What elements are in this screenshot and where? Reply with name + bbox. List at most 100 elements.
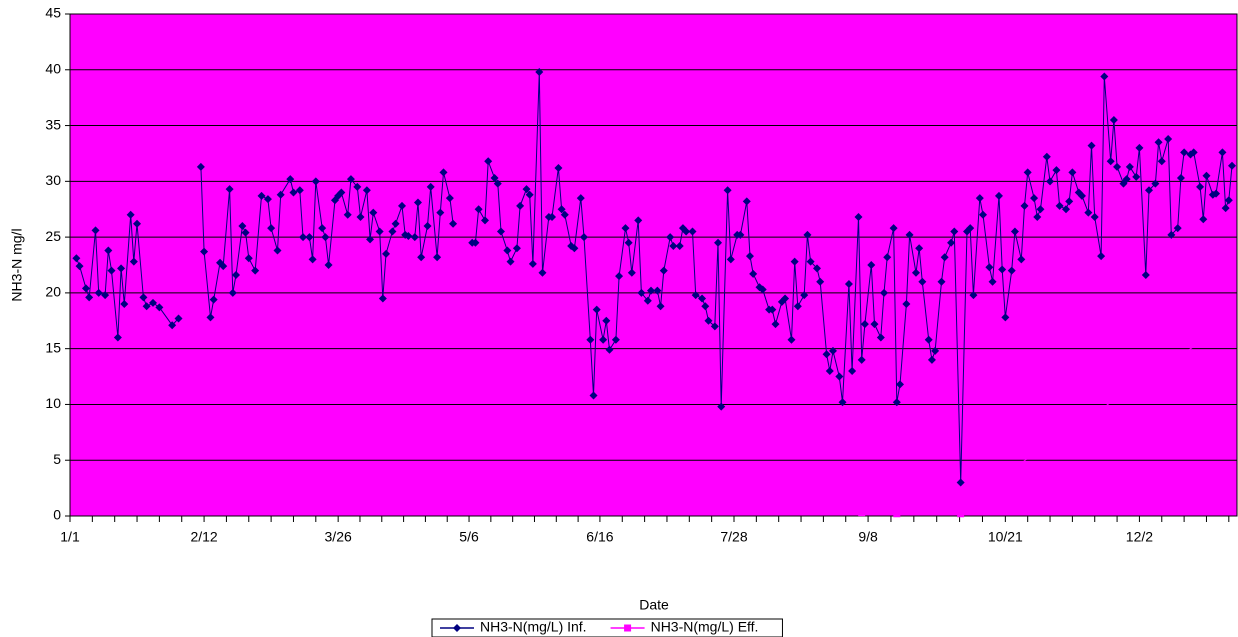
marker <box>1151 179 1160 188</box>
marker <box>1090 213 1099 222</box>
marker <box>586 335 595 344</box>
x-tick-label: 3/26 <box>325 529 352 545</box>
marker <box>251 266 260 275</box>
marker <box>1212 189 1221 198</box>
marker <box>113 333 122 342</box>
marker <box>85 293 94 302</box>
marker <box>91 226 100 235</box>
marker <box>423 221 432 230</box>
marker <box>117 264 126 273</box>
plot-area <box>69 13 1238 517</box>
marker <box>653 286 662 295</box>
marker <box>225 185 234 194</box>
y-tick-label: 35 <box>45 116 61 132</box>
marker <box>611 335 620 344</box>
marker <box>232 271 240 280</box>
marker <box>969 291 978 300</box>
y-tick-label: 25 <box>45 228 61 244</box>
marker <box>627 268 636 277</box>
marker <box>742 197 751 206</box>
marker <box>1218 148 1227 157</box>
marker <box>1068 168 1077 177</box>
marker <box>768 305 777 314</box>
marker <box>988 277 997 286</box>
marker <box>860 320 869 329</box>
marker <box>436 208 445 217</box>
marker <box>1106 157 1115 166</box>
y-tick-label: 10 <box>45 395 61 411</box>
marker <box>1135 143 1144 152</box>
marker <box>311 177 320 186</box>
marker <box>503 246 512 255</box>
marker <box>592 305 601 314</box>
marker <box>548 213 557 222</box>
marker <box>701 302 710 311</box>
marker <box>688 227 697 236</box>
marker <box>1157 157 1166 166</box>
marker <box>346 175 355 184</box>
marker <box>241 228 250 237</box>
marker <box>1173 224 1182 233</box>
marker <box>803 230 812 239</box>
marker <box>343 210 352 219</box>
marker <box>771 320 780 329</box>
marker <box>605 345 614 354</box>
marker <box>413 198 422 207</box>
marker <box>417 253 426 262</box>
marker <box>273 246 282 255</box>
marker <box>1180 148 1189 157</box>
marker <box>228 288 237 297</box>
marker <box>238 221 247 230</box>
x-axis-label: Date <box>639 597 669 613</box>
marker <box>286 175 295 184</box>
marker <box>126 210 135 219</box>
marker <box>867 261 876 269</box>
legend-label: NH3-N(mg/L) Eff. <box>651 619 759 635</box>
marker <box>471 238 480 247</box>
x-tick-label: 2/12 <box>190 529 217 545</box>
legend-box <box>431 618 783 637</box>
marker <box>142 302 151 311</box>
marker <box>889 224 898 233</box>
marker <box>848 366 857 375</box>
marker <box>244 254 253 263</box>
marker <box>883 253 892 262</box>
marker <box>305 233 314 242</box>
marker <box>129 257 138 266</box>
marker <box>893 510 901 518</box>
marker <box>602 316 611 325</box>
y-tick-label: 40 <box>45 60 61 76</box>
x-tick-label: 1/1 <box>60 529 80 545</box>
marker <box>624 624 632 632</box>
marker <box>1189 148 1198 157</box>
marker <box>1052 166 1061 175</box>
marker <box>714 238 723 247</box>
marker <box>426 182 435 191</box>
marker <box>356 213 365 222</box>
marker <box>793 302 802 311</box>
marker <box>963 495 971 503</box>
marker <box>1007 266 1016 275</box>
marker <box>806 257 815 266</box>
marker <box>375 227 384 236</box>
x-tick-label: 5/6 <box>459 529 479 545</box>
marker <box>1065 197 1074 206</box>
marker <box>781 294 790 303</box>
marker <box>120 300 129 309</box>
x-tick-label: 9/8 <box>858 529 878 545</box>
marker <box>858 509 866 517</box>
marker <box>998 265 1007 274</box>
marker <box>1020 201 1029 210</box>
legend-label: NH3-N(mg/L) Inf. <box>480 619 587 635</box>
marker <box>209 295 218 304</box>
marker <box>736 230 745 239</box>
marker <box>522 185 531 194</box>
marker <box>337 188 346 197</box>
marker <box>844 279 853 288</box>
marker <box>975 194 984 203</box>
marker <box>382 249 391 258</box>
marker <box>1062 205 1070 214</box>
marker <box>362 186 371 195</box>
marker <box>1122 175 1131 184</box>
marker <box>1145 186 1153 195</box>
